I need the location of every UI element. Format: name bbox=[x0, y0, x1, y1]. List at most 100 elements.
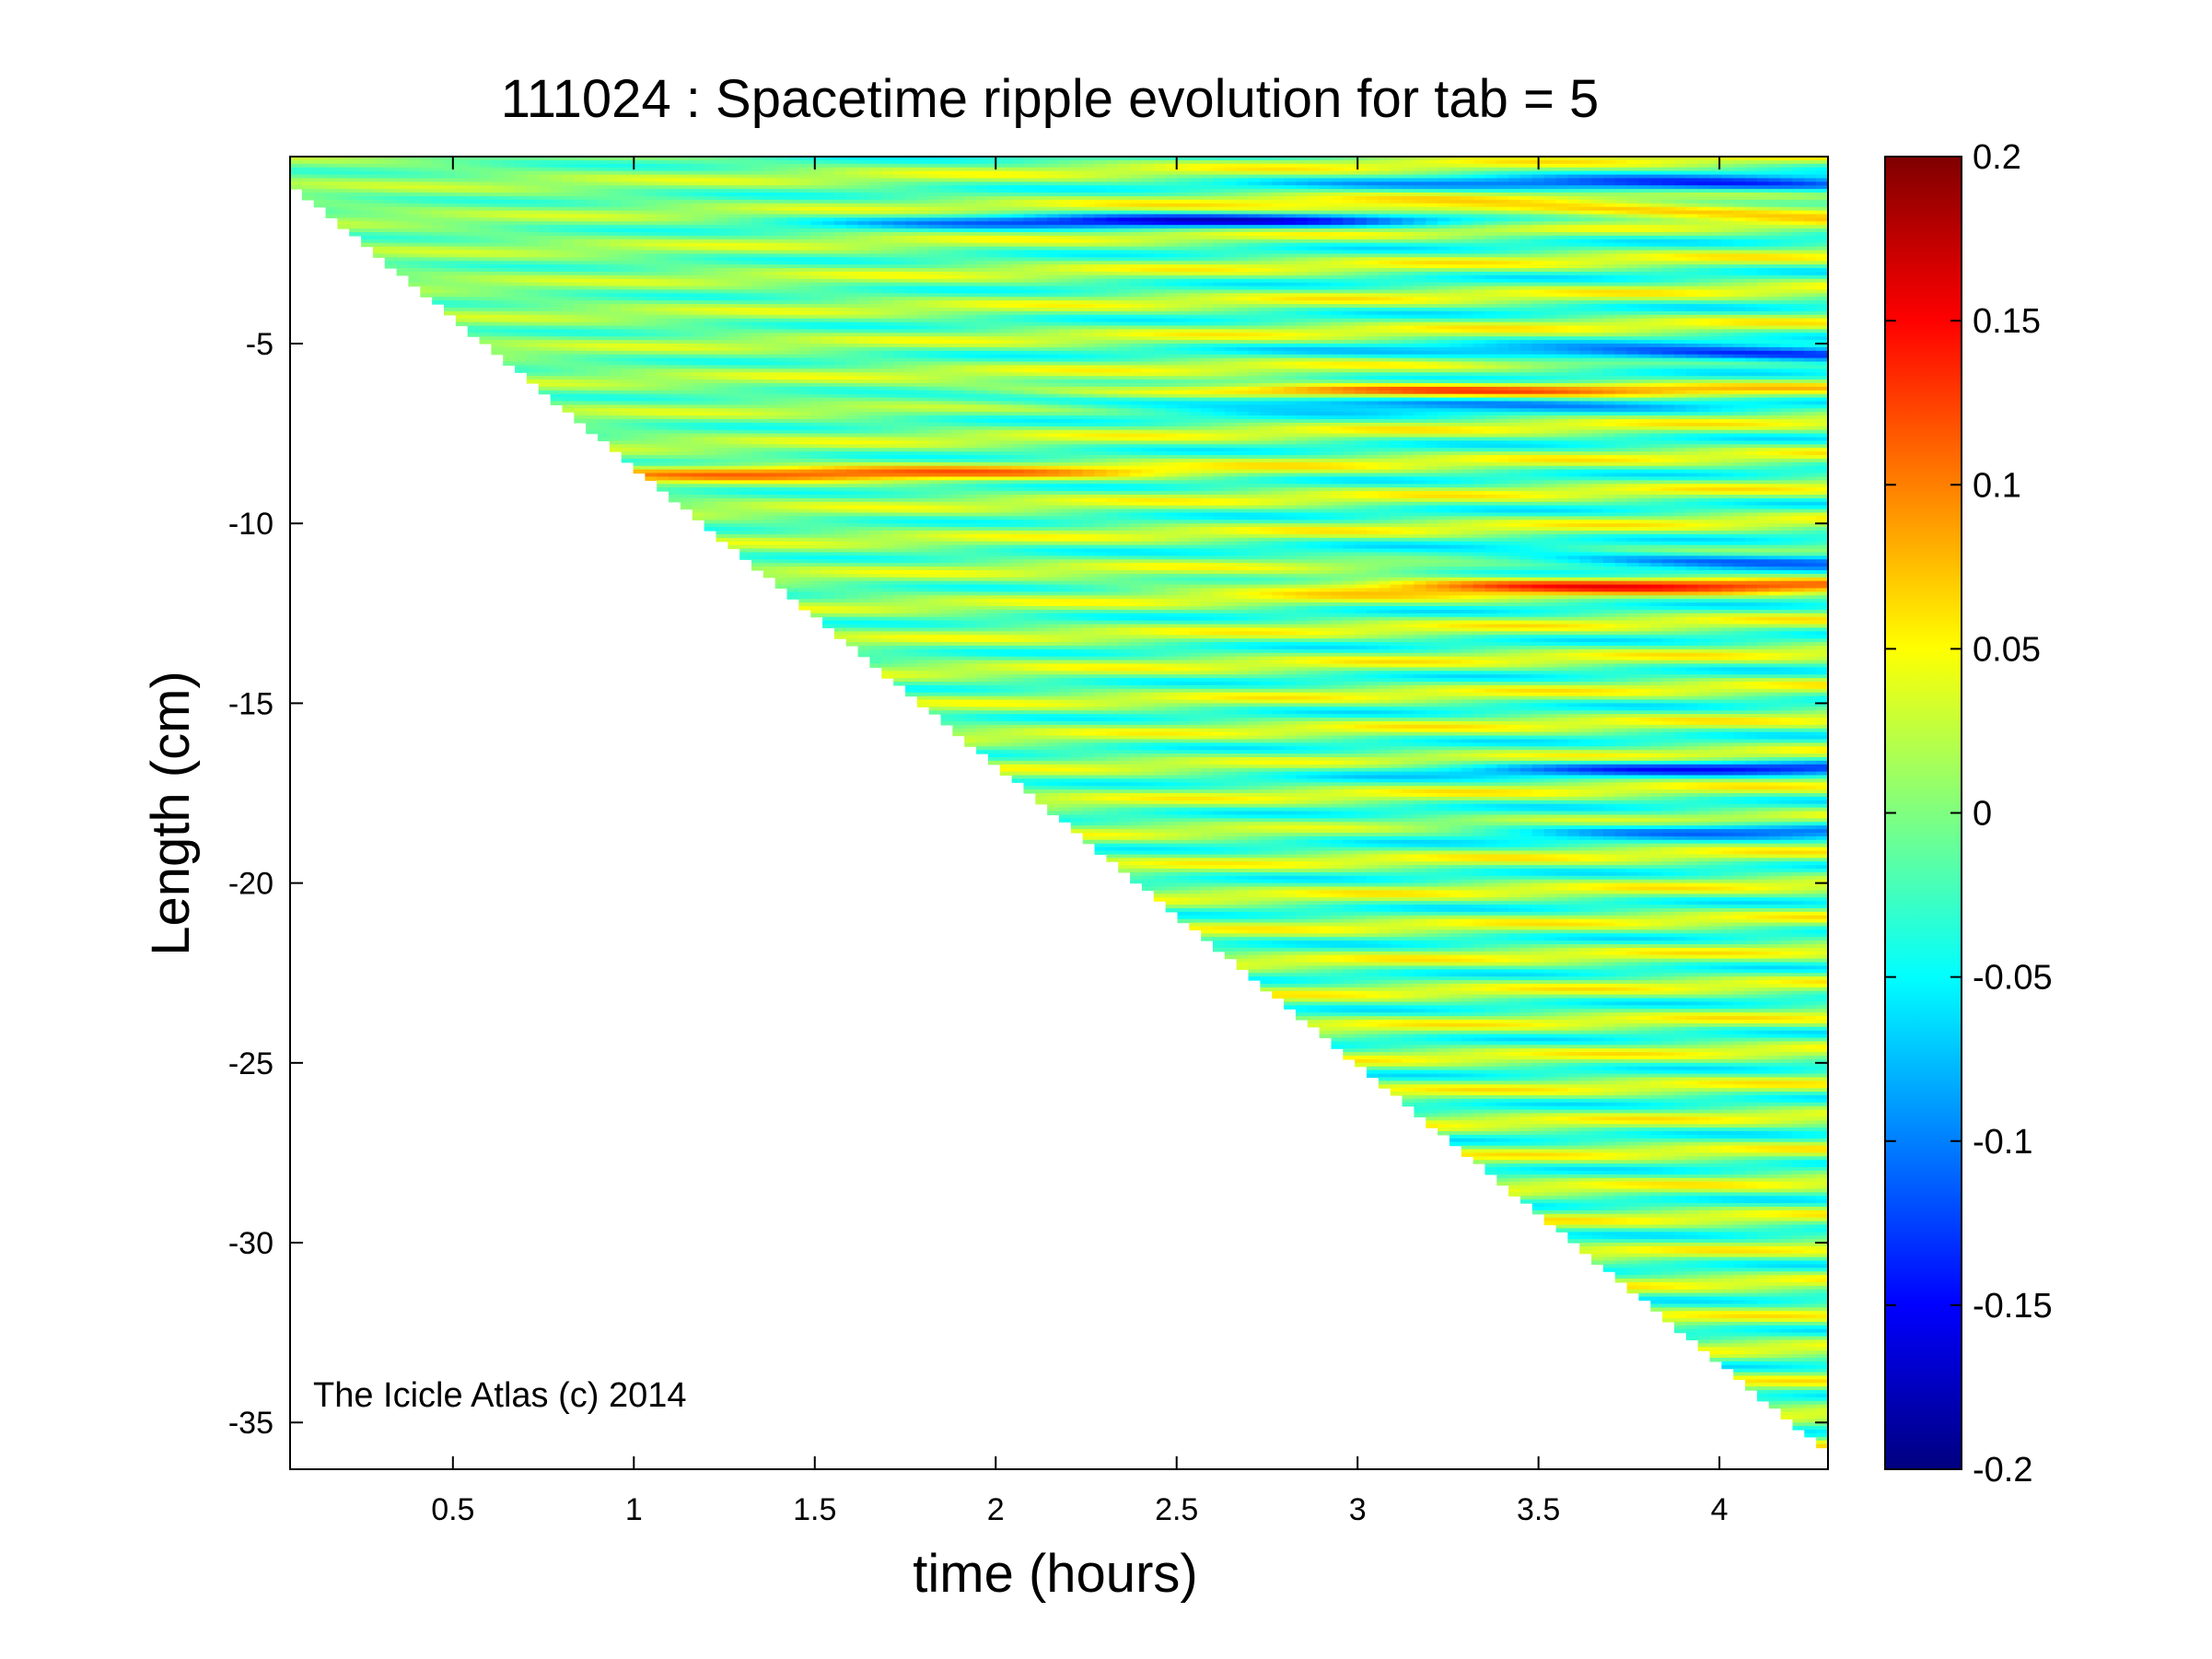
heatmap-cell bbox=[834, 484, 846, 488]
heatmap-cell bbox=[964, 473, 976, 478]
heatmap-cell bbox=[929, 200, 941, 204]
heatmap-cell bbox=[716, 336, 728, 341]
heatmap-cell bbox=[586, 221, 598, 226]
heatmap-cell bbox=[586, 272, 598, 276]
heatmap-cell bbox=[468, 311, 480, 316]
heatmap-cell bbox=[456, 279, 468, 284]
heatmap-cell bbox=[858, 362, 870, 367]
heatmap-cell bbox=[952, 225, 964, 229]
heatmap-cell bbox=[858, 610, 870, 614]
heatmap-cell bbox=[905, 251, 917, 255]
heatmap-cell bbox=[846, 225, 858, 229]
heatmap-cell bbox=[669, 243, 681, 248]
heatmap-cell bbox=[562, 253, 574, 258]
heatmap-cell bbox=[716, 495, 728, 499]
heatmap-cell bbox=[728, 448, 739, 452]
heatmap-cell bbox=[598, 347, 610, 352]
heatmap-cell bbox=[763, 542, 775, 546]
heatmap-cell bbox=[515, 304, 527, 309]
heatmap-cell bbox=[964, 214, 976, 218]
heatmap-cell bbox=[858, 595, 870, 600]
heatmap-cell bbox=[468, 225, 480, 229]
heatmap-cell bbox=[810, 297, 822, 301]
heatmap-cell bbox=[787, 563, 799, 567]
heatmap-cell bbox=[822, 444, 834, 449]
heatmap-cell bbox=[693, 394, 704, 399]
heatmap-cell bbox=[917, 253, 929, 258]
heatmap-cell bbox=[657, 394, 669, 399]
heatmap-cell bbox=[728, 308, 739, 312]
heatmap-cell bbox=[562, 175, 574, 180]
heatmap-cell bbox=[598, 247, 610, 251]
heatmap-cell bbox=[693, 329, 704, 333]
heatmap-cell bbox=[952, 426, 964, 431]
heatmap-cell bbox=[704, 434, 716, 438]
heatmap-cell bbox=[634, 440, 646, 445]
heatmap-cell bbox=[645, 164, 657, 169]
heatmap-cell bbox=[893, 438, 905, 442]
heatmap-cell bbox=[539, 196, 551, 201]
heatmap-cell bbox=[586, 168, 598, 172]
heatmap-cell bbox=[586, 283, 598, 287]
heatmap-cell bbox=[775, 451, 787, 456]
heatmap-cell bbox=[739, 506, 751, 510]
heatmap-cell bbox=[503, 297, 515, 301]
heatmap-cell bbox=[822, 376, 834, 380]
heatmap-cell bbox=[763, 333, 775, 337]
heatmap-cell bbox=[622, 232, 634, 236]
heatmap-cell bbox=[645, 315, 657, 320]
heatmap-cell bbox=[952, 689, 964, 694]
heatmap-cell bbox=[751, 297, 763, 301]
heatmap-cell bbox=[905, 451, 917, 456]
heatmap-cell bbox=[397, 247, 409, 251]
heatmap-cell bbox=[869, 599, 881, 603]
heatmap-cell bbox=[681, 200, 693, 204]
heatmap-cell bbox=[881, 660, 893, 665]
heatmap-cell bbox=[456, 319, 468, 323]
heatmap-cell bbox=[787, 451, 799, 456]
heatmap-cell bbox=[964, 455, 976, 460]
heatmap-cell bbox=[929, 527, 941, 532]
heatmap-cell bbox=[610, 300, 622, 305]
heatmap-cell bbox=[798, 520, 810, 524]
heatmap-cell bbox=[551, 272, 563, 276]
heatmap-cell bbox=[775, 506, 787, 510]
heatmap-cell bbox=[728, 214, 739, 218]
heatmap-cell bbox=[881, 451, 893, 456]
heatmap-cell bbox=[361, 160, 373, 165]
heatmap-cell bbox=[432, 181, 444, 186]
heatmap-cell bbox=[822, 531, 834, 535]
heatmap-cell bbox=[622, 451, 634, 456]
heatmap-cell bbox=[657, 412, 669, 416]
heatmap-cell bbox=[964, 221, 976, 226]
heatmap-cell bbox=[491, 279, 503, 284]
heatmap-cell bbox=[385, 253, 397, 258]
heatmap-cell bbox=[929, 509, 941, 514]
heatmap-cell bbox=[929, 325, 941, 330]
heatmap-cell bbox=[893, 322, 905, 327]
heatmap-cell bbox=[952, 168, 964, 172]
heatmap-cell bbox=[787, 264, 799, 269]
heatmap-cell bbox=[893, 516, 905, 520]
heatmap-cell bbox=[598, 336, 610, 341]
heatmap-cell bbox=[846, 221, 858, 226]
heatmap-cell bbox=[917, 325, 929, 330]
heatmap-cell bbox=[929, 164, 941, 169]
heatmap-cell bbox=[798, 336, 810, 341]
heatmap-cell bbox=[622, 351, 634, 356]
heatmap-cell bbox=[704, 444, 716, 449]
heatmap-cell bbox=[326, 175, 338, 180]
heatmap-cell bbox=[622, 376, 634, 380]
heatmap-cell bbox=[858, 653, 870, 658]
heatmap-cell bbox=[408, 164, 420, 169]
heatmap-cell bbox=[562, 340, 574, 345]
heatmap-cell bbox=[952, 228, 964, 233]
heatmap-cell bbox=[397, 164, 409, 169]
heatmap-cell bbox=[952, 221, 964, 226]
heatmap-cell bbox=[693, 293, 704, 298]
heatmap-cell bbox=[562, 347, 574, 352]
heatmap-cell bbox=[385, 236, 397, 240]
heatmap-cell bbox=[420, 181, 432, 186]
heatmap-cell bbox=[681, 329, 693, 333]
heatmap-cell bbox=[941, 391, 953, 395]
